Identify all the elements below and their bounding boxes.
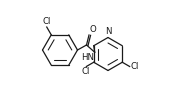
Text: Cl: Cl [82, 68, 90, 76]
Text: Cl: Cl [43, 17, 51, 26]
Text: Cl: Cl [130, 62, 139, 71]
Text: HN: HN [81, 53, 94, 62]
Text: N: N [105, 27, 111, 36]
Text: O: O [89, 25, 96, 34]
